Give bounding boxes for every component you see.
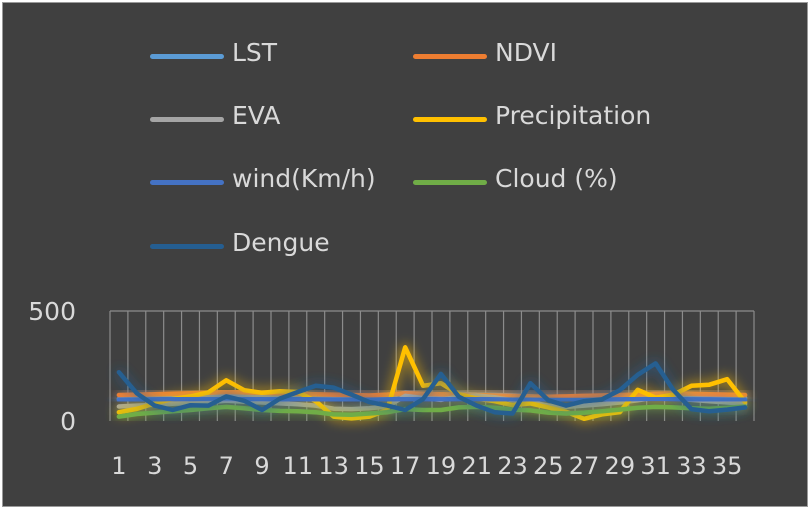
legend-label: Dengue [232, 228, 330, 257]
legend-label: EVA [232, 101, 281, 130]
y-tick-label: 500 [28, 297, 76, 326]
legend-swatch [150, 244, 224, 249]
legend-label: LST [232, 38, 278, 67]
x-tick-label: 29 [605, 452, 636, 480]
x-tick-label: 11 [283, 452, 314, 480]
y-axis-ticks: 0 500 [28, 297, 76, 436]
x-tick-label: 7 [219, 452, 234, 480]
legend-swatch [413, 54, 487, 59]
x-tick-label: 9 [254, 452, 269, 480]
x-tick-label: 35 [712, 452, 743, 480]
x-tick-label: 33 [676, 452, 707, 480]
series-line-ndvi [116, 389, 748, 400]
x-tick-label: 27 [569, 452, 600, 480]
legend-swatch [150, 117, 224, 122]
legend-label: Precipitation [495, 101, 652, 130]
series-lines [116, 345, 748, 422]
x-axis-ticks: 1 3 5 7 9 11 13 15 17 19 21 23 25 27 29 31 33 35 [111, 452, 742, 480]
series-line-wind-km-h [116, 395, 748, 403]
x-tick-label: 1 [111, 452, 126, 480]
series-line-cloud [116, 404, 748, 419]
x-tick-label: 21 [461, 452, 492, 480]
x-tick-label: 25 [533, 452, 564, 480]
x-tick-label: 15 [354, 452, 385, 480]
x-tick-label: 19 [426, 452, 457, 480]
x-tick-label: 31 [640, 452, 671, 480]
x-tick-label: 5 [183, 452, 198, 480]
legend-label: Cloud (%) [495, 164, 618, 193]
x-tick-label: 23 [497, 452, 528, 480]
legend-swatch [150, 180, 224, 185]
x-tick-label: 13 [318, 452, 349, 480]
legend-swatch [413, 117, 487, 122]
legend-label: wind(Km/h) [232, 164, 376, 193]
legend-label: NDVI [495, 38, 557, 67]
x-tick-label: 3 [147, 452, 162, 480]
y-tick-label: 0 [60, 407, 76, 436]
legend-swatch [150, 54, 224, 59]
legend-swatch [413, 180, 487, 185]
series-line-dengue [116, 361, 748, 416]
x-tick-label: 17 [390, 452, 421, 480]
